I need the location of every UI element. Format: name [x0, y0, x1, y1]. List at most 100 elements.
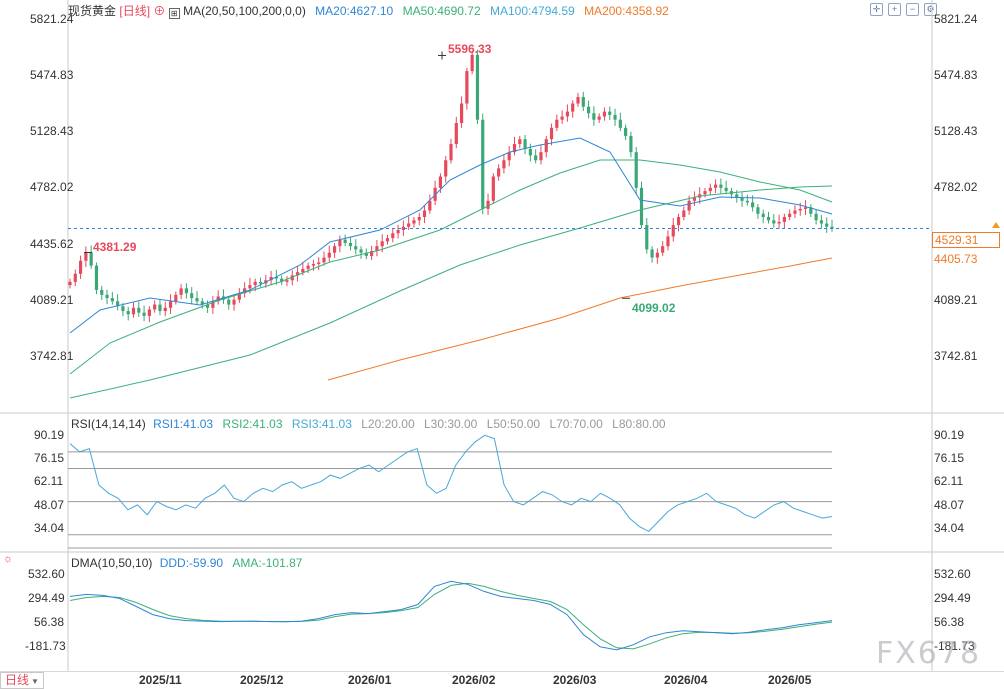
dma-y-right-1: 294.49	[934, 591, 971, 605]
main-y-left-0: 5821.24	[30, 12, 74, 26]
candle-body	[285, 280, 289, 282]
candle-body	[311, 264, 316, 266]
candle-body	[639, 187, 644, 226]
zoom-out-icon[interactable]: −	[906, 3, 919, 16]
candle-body	[682, 210, 686, 218]
candle-body	[459, 103, 464, 123]
candle-body	[348, 242, 353, 247]
sun-icon[interactable]: ☼	[3, 553, 14, 565]
dma-y-left-0: 532.60	[28, 567, 65, 581]
candle-body	[534, 155, 538, 161]
main-y-left-6: 3742.81	[30, 349, 74, 363]
candle-body	[475, 54, 480, 120]
zoom-in-icon[interactable]: +	[888, 3, 901, 16]
candle-body	[105, 294, 109, 299]
candle-body	[608, 111, 612, 115]
ama-line	[69, 582, 833, 650]
candle-body	[174, 294, 178, 302]
dma-y-right-3: -181.73	[934, 639, 975, 653]
rsi-params: RSI(14,14,14)	[71, 417, 146, 431]
indicator-settings-icon[interactable]: ⊞	[168, 8, 180, 19]
candle-body	[766, 217, 771, 221]
candle-body	[454, 122, 458, 145]
candle-body	[163, 307, 167, 312]
candle-body	[528, 148, 532, 156]
candle-body	[560, 116, 564, 120]
main-y-right-3: 4782.02	[934, 180, 978, 194]
candle-body	[89, 252, 93, 266]
l20-value: L20:20.00	[361, 417, 415, 431]
candle-body	[470, 54, 474, 72]
candle-body	[544, 139, 548, 153]
candle-body	[73, 273, 77, 282]
rsi-legend: RSI(14,14,14) RSI1:41.03 RSI2:41.03 RSI3…	[71, 417, 666, 431]
ma50-line	[69, 159, 833, 375]
candle-body	[814, 213, 818, 221]
candle-body	[624, 127, 628, 136]
candle-body	[232, 299, 236, 305]
candle-body	[597, 116, 601, 120]
candle-body	[248, 285, 252, 289]
candle-body	[110, 298, 114, 302]
candle-body	[158, 304, 162, 312]
candle-body	[502, 160, 506, 169]
crosshair-icon[interactable]: ✛	[870, 3, 883, 16]
candle-body	[354, 246, 358, 250]
candle-body	[491, 176, 495, 201]
ma100-value: MA100:4794.59	[489, 4, 575, 18]
x-tick-1: 2025/12	[240, 673, 284, 687]
settings-icon[interactable]: ⚙	[924, 3, 937, 16]
candle-body	[687, 200, 691, 211]
candle-body	[216, 296, 220, 302]
candle-body	[565, 111, 570, 117]
ma50-value: MA50:4690.72	[402, 4, 481, 18]
ma200-value: MA200:4358.92	[584, 4, 669, 18]
candle-body	[576, 97, 580, 104]
rsi3-value: RSI3:41.03	[291, 417, 352, 431]
rsi-y-left-4: 34.04	[34, 521, 65, 535]
main-legend: 现货黄金 [日线] ⊕ ⊞ MA(20,50,100,200,0,0) MA20…	[68, 2, 669, 19]
l50-value: L50:50.00	[486, 417, 541, 431]
triangle-down-icon: ▼	[31, 677, 39, 686]
candle-body	[237, 293, 241, 300]
candle-body	[327, 252, 331, 258]
candle-body	[518, 139, 522, 145]
ma100-line	[69, 185, 833, 399]
rsi2-value: RSI2:41.03	[222, 417, 283, 431]
candle-body	[555, 119, 559, 128]
candle-body	[147, 309, 151, 316]
rsi-y-left-3: 48.07	[34, 498, 65, 512]
candle-body	[761, 213, 765, 218]
candle-body	[751, 202, 755, 208]
candle-body	[713, 184, 718, 188]
candle-body	[100, 289, 104, 295]
candle-body	[195, 298, 199, 302]
candle-body	[422, 210, 427, 218]
dma-y-left-3: -181.73	[25, 639, 66, 653]
main-y-left-3: 4782.02	[30, 180, 74, 194]
candle-body	[94, 265, 99, 290]
candle-body	[290, 275, 294, 281]
candle-body	[571, 103, 575, 112]
candle-body	[126, 311, 130, 315]
candle-body	[777, 221, 781, 224]
dma-y-left-1: 294.49	[28, 591, 65, 605]
main-y-right-0: 5821.24	[934, 12, 978, 26]
candle-body	[190, 293, 194, 299]
candle-body	[449, 144, 453, 161]
candle-body	[497, 168, 501, 177]
candle-body	[417, 217, 421, 221]
candle-body	[602, 111, 607, 117]
plus-circle-icon[interactable]: ⊕	[153, 4, 166, 18]
dma-params: DMA(10,50,10)	[71, 556, 153, 570]
candle-body	[364, 252, 368, 256]
candle-body	[375, 246, 379, 252]
rsi-y-right-0: 90.19	[934, 428, 965, 442]
candle-body	[200, 301, 204, 305]
period-label[interactable]: [日线]	[119, 4, 151, 18]
period-button[interactable]: 日线 ▼	[0, 672, 44, 689]
candle-body	[301, 268, 305, 273]
l30-value: L30:30.00	[423, 417, 478, 431]
x-tick-4: 2026/03	[553, 673, 597, 687]
